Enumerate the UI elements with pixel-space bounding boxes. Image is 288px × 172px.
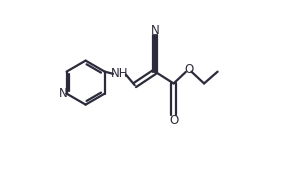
Text: O: O: [184, 63, 194, 76]
Text: N: N: [59, 87, 68, 100]
Text: O: O: [169, 114, 178, 127]
Text: NH: NH: [111, 67, 128, 80]
Text: N: N: [151, 24, 159, 37]
